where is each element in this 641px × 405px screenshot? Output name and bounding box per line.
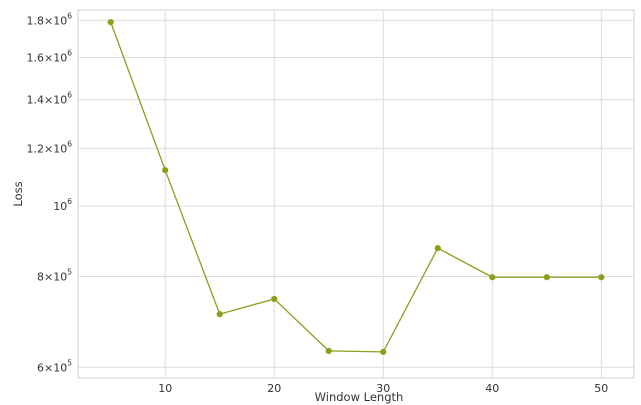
series-line [110,21,602,353]
x-tick-label: 50 [594,382,608,395]
y-tick-label: 1.6×106 [27,49,73,65]
data-point [271,295,278,303]
x-tick-label: 20 [267,382,281,395]
y-tick-exponent: 6 [67,91,72,100]
data-point [543,274,550,281]
data-point [598,274,605,281]
y-tick-base: 1.8×10 [27,14,68,27]
data-point [434,245,441,252]
plot-area [77,9,635,379]
y-tick-label: 8×105 [37,267,72,283]
data-point [107,19,114,26]
data-point [325,347,332,354]
x-tick-label: 30 [376,382,390,395]
y-tick-base: 8×10 [37,270,67,283]
y-tick-label: 1.8×106 [27,11,73,27]
y-tick-label: 1.2×106 [27,139,73,155]
y-tick-label: 1.4×106 [27,91,73,107]
y-tick-base: 10 [53,200,67,213]
data-point [380,348,387,355]
x-tick-label: 10 [158,382,172,395]
data-point [162,167,169,174]
x-axis: 10 20 30 40 50 [158,382,608,395]
series-group [107,19,605,355]
x-tick-label: 40 [485,382,499,395]
y-tick-exponent: 6 [67,11,72,20]
data-point [489,274,496,281]
y-tick-label: 106 [53,197,72,213]
x-axis-label: Window Length [315,390,404,404]
grid [78,10,634,378]
y-tick-exponent: 5 [67,267,72,276]
y-axis-label: Loss [11,181,25,206]
y-tick-base: 1.6×10 [27,52,68,65]
y-tick-base: 1.2×10 [27,142,68,155]
y-axis: 6×1058×1051061.2×1061.4×1061.6×1061.8×10… [27,11,73,374]
y-tick-label: 6×105 [37,358,72,374]
y-tick-exponent: 6 [67,49,72,58]
data-point [216,311,223,318]
y-tick-exponent: 5 [67,358,72,367]
y-tick-exponent: 6 [67,197,72,206]
y-tick-exponent: 6 [67,139,72,148]
y-tick-base: 6×10 [37,361,67,374]
y-tick-base: 1.4×10 [27,94,68,107]
